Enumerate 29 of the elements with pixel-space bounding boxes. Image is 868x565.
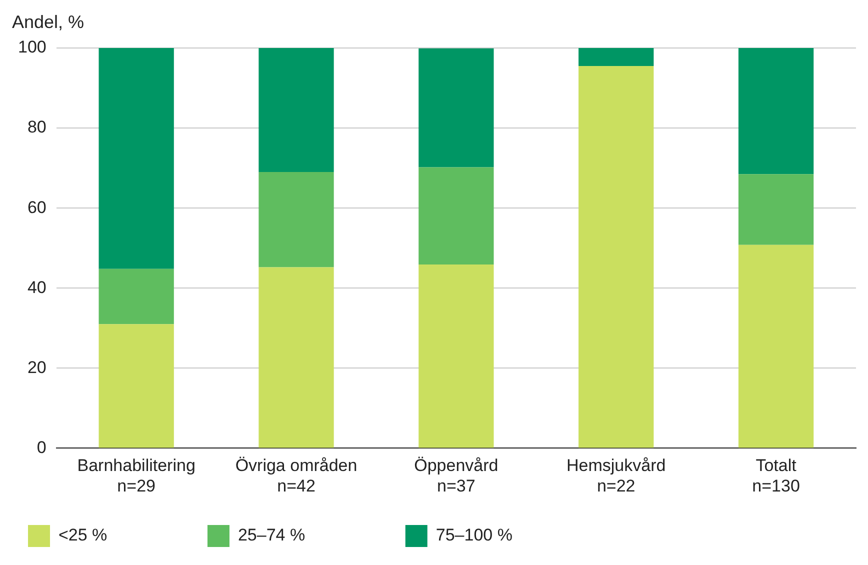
x-tick-label: Barnhabilitering n=29 xyxy=(77,456,196,496)
y-tick-label: 20 xyxy=(27,358,46,377)
y-axis-title: Andel, % xyxy=(12,12,84,32)
bar xyxy=(418,167,494,265)
legend-label: <25 % xyxy=(58,526,188,545)
bar xyxy=(418,264,494,448)
x-tick-label: Hemsjukvård n=22 xyxy=(566,456,666,496)
x-tick-label: Öppenvård n=37 xyxy=(414,456,498,496)
legend-label: 75–100 % xyxy=(436,526,593,545)
bar xyxy=(98,324,174,448)
bar xyxy=(418,48,494,168)
y-tick-label: 100 xyxy=(18,38,46,57)
bar xyxy=(258,172,334,268)
bar xyxy=(738,244,814,448)
y-tick-label: 80 xyxy=(27,118,46,137)
y-tick-label: 60 xyxy=(27,198,46,217)
bar xyxy=(578,48,654,66)
bar xyxy=(258,267,334,448)
legend-label: 25–74 % xyxy=(238,526,386,545)
x-tick-label: Övriga områden n=42 xyxy=(235,456,358,496)
bar xyxy=(98,48,174,269)
x-tick-label: Totalt n=130 xyxy=(752,456,800,496)
bar xyxy=(578,66,654,448)
y-tick-label: 0 xyxy=(36,438,46,457)
bar xyxy=(258,48,334,172)
bar xyxy=(738,48,814,174)
y-tick-label: 40 xyxy=(27,278,46,297)
bar xyxy=(98,268,174,324)
bar xyxy=(738,174,814,245)
